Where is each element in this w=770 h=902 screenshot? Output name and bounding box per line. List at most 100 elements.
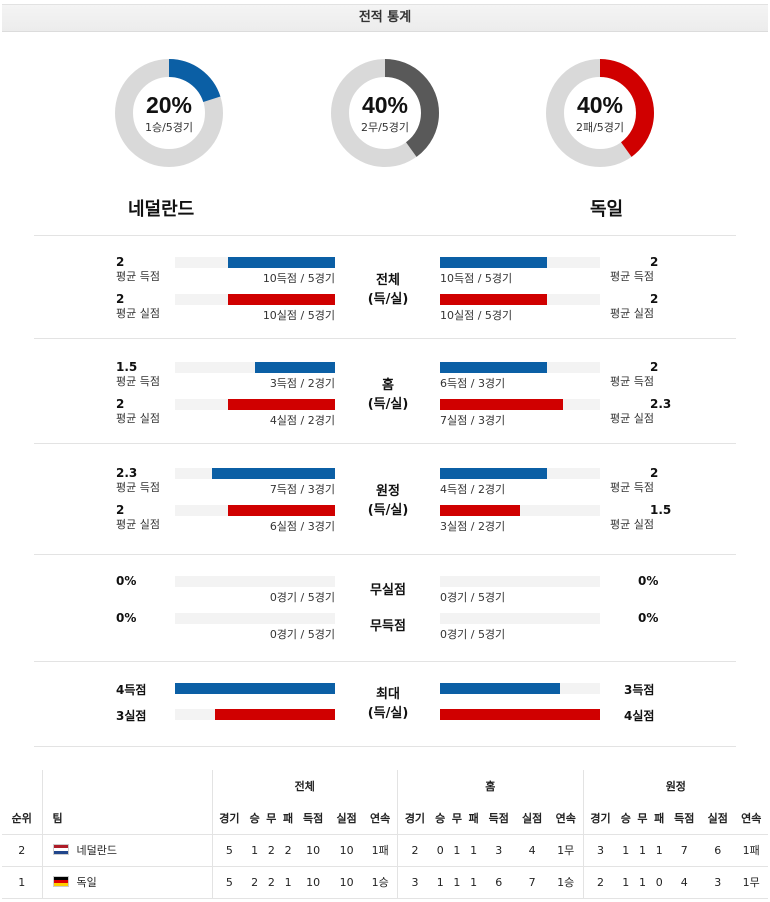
flag-de-icon — [52, 876, 69, 887]
away-stat-label: 평균 득점 — [610, 270, 654, 283]
stat-cell-home: 6 — [481, 866, 516, 899]
home-stat-value: 2 — [116, 397, 125, 411]
divider — [34, 554, 736, 555]
max-away-goals-bar — [440, 683, 560, 694]
away-stat-value: 1.5 — [650, 503, 672, 517]
divider — [34, 338, 736, 339]
stat-cell-all: 10 — [296, 866, 330, 899]
column-header-all: 경기 — [211, 802, 247, 835]
home-stat-caption: 4실점 / 2경기 — [269, 414, 335, 427]
donut-draw-caption: 2무/5경기 — [360, 121, 410, 134]
away-stat-caption: 3실점 / 2경기 — [440, 520, 506, 533]
stat-cell-all: 2 — [246, 866, 263, 899]
team-cell[interactable]: 네덜란드 — [41, 834, 212, 867]
home-stat-value: 1.5 — [116, 360, 138, 374]
stat-cell-away: 3 — [700, 866, 735, 899]
stat-cell-home: 1 — [448, 866, 466, 899]
divider — [34, 746, 736, 747]
column-header-all: 승 — [246, 802, 263, 835]
column-header-home: 패 — [465, 802, 482, 835]
away-stat-caption: 10득점 / 5경기 — [440, 272, 513, 285]
stat-cell-home: 1 — [465, 834, 482, 867]
away-stat-label: 평균 실점 — [610, 518, 654, 531]
donut-loss-ring — [546, 59, 654, 167]
home-stat-bar — [228, 505, 335, 516]
home-stat-bar — [228, 294, 335, 305]
standings-table: 전체 홈 원정 순위 팀 경기 승 무 패 득점 실점 연속 경기 승 무 패 득점 실점 연속 경기 승 무 패… — [2, 770, 768, 899]
away-stat-value: 2 — [650, 255, 659, 269]
away-stat-label: 평균 득점 — [610, 375, 654, 388]
stat-cell-all: 10 — [296, 834, 330, 867]
away-stat-caption: 10실점 / 5경기 — [440, 309, 513, 322]
stat-cell-all: 2 — [262, 866, 280, 899]
column-header-away: 무 — [634, 802, 651, 835]
stat-cell-home: 7 — [515, 866, 549, 899]
noscore-label: 무득점 — [370, 619, 406, 634]
clean-away-track — [440, 576, 600, 587]
column-header-all: 무 — [262, 802, 280, 835]
section-label-line2: (득/실) — [367, 397, 409, 412]
home-stat-label: 평균 실점 — [116, 518, 160, 531]
stat-cell-all: 1승 — [363, 866, 398, 899]
clean-away-value: 0% — [638, 574, 659, 588]
noscore-away-caption: 0경기 / 5경기 — [440, 628, 506, 641]
stat-cell-all: 5 — [211, 834, 247, 867]
donut-loss: 40% 2패/5경기 — [546, 59, 654, 167]
divider — [34, 235, 736, 236]
section-label-line1: 홈 — [382, 378, 394, 393]
home-stat-caption: 3득점 / 2경기 — [269, 377, 335, 390]
stat-cell-away: 4 — [667, 866, 701, 899]
column-header-home: 경기 — [397, 802, 432, 835]
stat-cell-away: 7 — [667, 834, 701, 867]
column-header-all: 연속 — [363, 802, 398, 835]
stat-cell-home: 2 — [397, 834, 432, 867]
away-stat-bar — [440, 505, 520, 516]
donut-fill — [331, 59, 439, 167]
max-away-goals-value: 3득점 — [624, 683, 655, 697]
stat-cell-all: 2 — [279, 834, 297, 867]
flag-nl-icon — [52, 844, 69, 855]
stat-cell-away: 1 — [634, 834, 651, 867]
standings-group-header: 전체 홈 원정 — [2, 770, 768, 802]
stat-cell-away: 1 — [617, 834, 635, 867]
clean-home-track — [175, 576, 335, 587]
column-header-all: 실점 — [329, 802, 364, 835]
stat-cell-away: 6 — [700, 834, 735, 867]
stat-cell-home: 1 — [448, 834, 466, 867]
team-name: 네덜란드 — [76, 844, 117, 857]
clean-home-value: 0% — [116, 574, 137, 588]
stat-cell-home: 1무 — [548, 834, 584, 867]
stat-cell-home: 0 — [431, 834, 449, 867]
away-stat-caption: 7실점 / 3경기 — [440, 414, 506, 427]
home-stat-label: 평균 득점 — [116, 270, 160, 283]
noscore-away-value: 0% — [638, 611, 659, 625]
column-header-away: 패 — [650, 802, 668, 835]
table-row[interactable]: 1 독일 5 2 2 1 10 10 1승 3 1 1 1 6 7 1승 2 1 1 0 4 3 1무 — [2, 866, 768, 899]
stat-cell-away: 1 — [617, 866, 635, 899]
home-stat-value: 2 — [116, 255, 125, 269]
home-stat-caption: 6실점 / 3경기 — [269, 520, 335, 533]
away-stat-bar — [440, 399, 563, 410]
table-row[interactable]: 2 네덜란드 5 1 2 2 10 10 1패 2 0 1 1 3 4 1무 3 1 1 1 7 6 1패 — [2, 834, 768, 867]
section-label: 홈 (득/실) — [353, 376, 423, 414]
noscore-home-caption: 0경기 / 5경기 — [269, 628, 335, 641]
section-label: 원정 (득/실) — [353, 482, 423, 520]
section-label: 전체 (득/실) — [353, 271, 423, 309]
column-header-home: 실점 — [515, 802, 549, 835]
standings-column-header: 순위 팀 경기 승 무 패 득점 실점 연속 경기 승 무 패 득점 실점 연속 경기 승 무 패 득점 실점 연속 — [2, 802, 768, 835]
donut-loss-percent: 40% — [576, 92, 624, 118]
home-team-name: 네덜란드 — [128, 199, 195, 220]
stat-cell-away: 1 — [650, 834, 668, 867]
away-stat-value: 2.3 — [650, 397, 672, 411]
stat-cell-all: 5 — [211, 866, 247, 899]
stat-cell-home: 3 — [481, 834, 516, 867]
team-header: 팀 — [41, 802, 212, 835]
home-stat-bar — [212, 468, 335, 479]
column-header-home: 연속 — [548, 802, 584, 835]
section-label-line2: (득/실) — [367, 292, 409, 307]
team-cell[interactable]: 독일 — [41, 866, 212, 899]
stat-cell-away: 1무 — [734, 866, 768, 899]
max-away-conceded-bar — [440, 709, 600, 720]
column-header-away: 승 — [617, 802, 635, 835]
stat-cell-all: 1 — [246, 834, 263, 867]
